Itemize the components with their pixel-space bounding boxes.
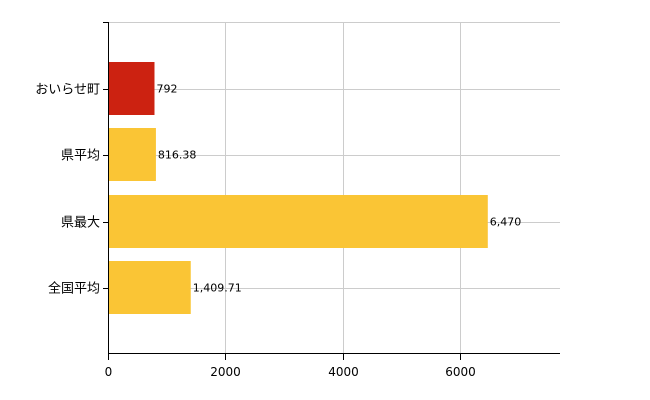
value-label-1: 816.38 <box>158 149 197 162</box>
x-tick-label-0: 0 <box>105 365 113 379</box>
axes <box>108 22 560 354</box>
value-label-2: 6,470 <box>490 216 521 229</box>
bars <box>109 62 488 314</box>
labels: 792 おいらせ町 816.38 県平均 6,470 県最大 1,409.71 全国平均 0 20… <box>35 22 521 379</box>
category-label-1: 県平均 <box>61 149 100 164</box>
category-label-2: 県最大 <box>61 216 100 231</box>
category-label-3: 全国平均 <box>48 281 100 297</box>
x-tick-label-1: 2000 <box>210 365 241 379</box>
value-label-0: 792 <box>156 83 177 96</box>
bar-1 <box>109 128 156 181</box>
value-label-3: 1,409.71 <box>193 282 242 295</box>
bar-0 <box>109 62 155 115</box>
category-label-0: おいらせ町 <box>35 83 100 98</box>
bar-2 <box>109 195 488 248</box>
bar-3 <box>109 261 191 314</box>
x-tick-label-3: 6000 <box>445 365 476 379</box>
x-tick-label-2: 4000 <box>328 365 359 379</box>
